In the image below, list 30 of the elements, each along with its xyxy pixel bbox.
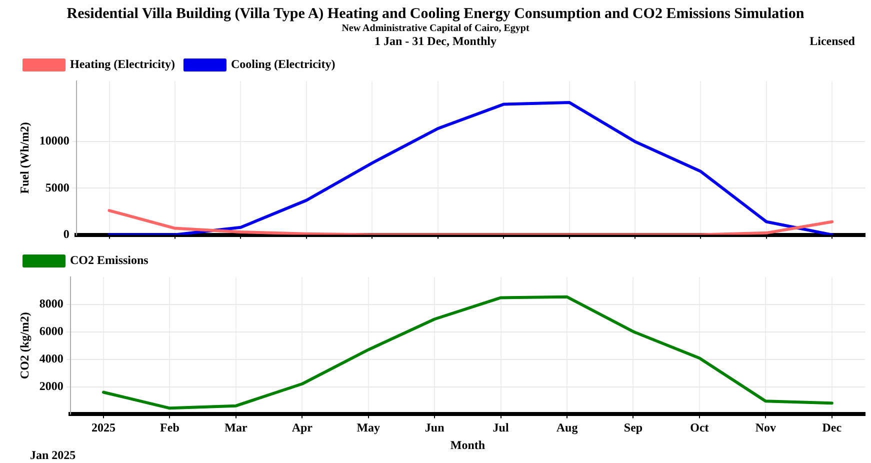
x-tick-label: Nov (755, 420, 776, 434)
x-tick-label: Sep (624, 420, 643, 434)
x-tick-label: Feb (160, 420, 180, 434)
chart-subtitle: New Administrative Capital of Cairo, Egypt (340, 23, 530, 34)
text: 1 Jan - 31 Dec, Monthly (373, 34, 498, 49)
y-tick-label: 8000 (39, 296, 64, 311)
y-tick-label: 10000 (39, 134, 70, 148)
x-tick-label: Jun (424, 420, 445, 434)
legend-label: Cooling (Electricity) (230, 57, 336, 72)
y-tick-label: 5000 (45, 180, 70, 194)
x-tick-label: May (356, 420, 380, 434)
x-axis-title: Month (450, 438, 486, 452)
y-axis-title: CO2 (kg/m2) (17, 312, 32, 380)
legend-label: Heating (Electricity) (70, 57, 175, 72)
y-tick-label: 4000 (39, 351, 64, 366)
x-tick-label: Apr (292, 420, 314, 434)
text: Licensed (808, 34, 855, 49)
y-tick-label: 6000 (39, 324, 64, 338)
text: Jan 2025 (30, 448, 76, 463)
y-tick-label: 0 (63, 226, 70, 241)
x-tick-label: Oct (690, 420, 709, 434)
y-axis-title: Fuel (Wh/m2) (17, 122, 32, 194)
x-tick-label: Mar (224, 420, 248, 434)
x-tick-label: Dec (822, 420, 842, 434)
y-tick-label: 2000 (39, 378, 64, 393)
x-tick-label: Jul (492, 420, 510, 434)
x-tick-label: 2025 (92, 420, 116, 434)
legend-label: CO2 Emissions (70, 253, 149, 268)
chart-title: Residential Villa Building (Villa Type A) Heating and Cooling Energy Consumption and CO2 Emissions Simulation (66, 5, 806, 23)
x-tick-label: Aug (556, 420, 578, 434)
